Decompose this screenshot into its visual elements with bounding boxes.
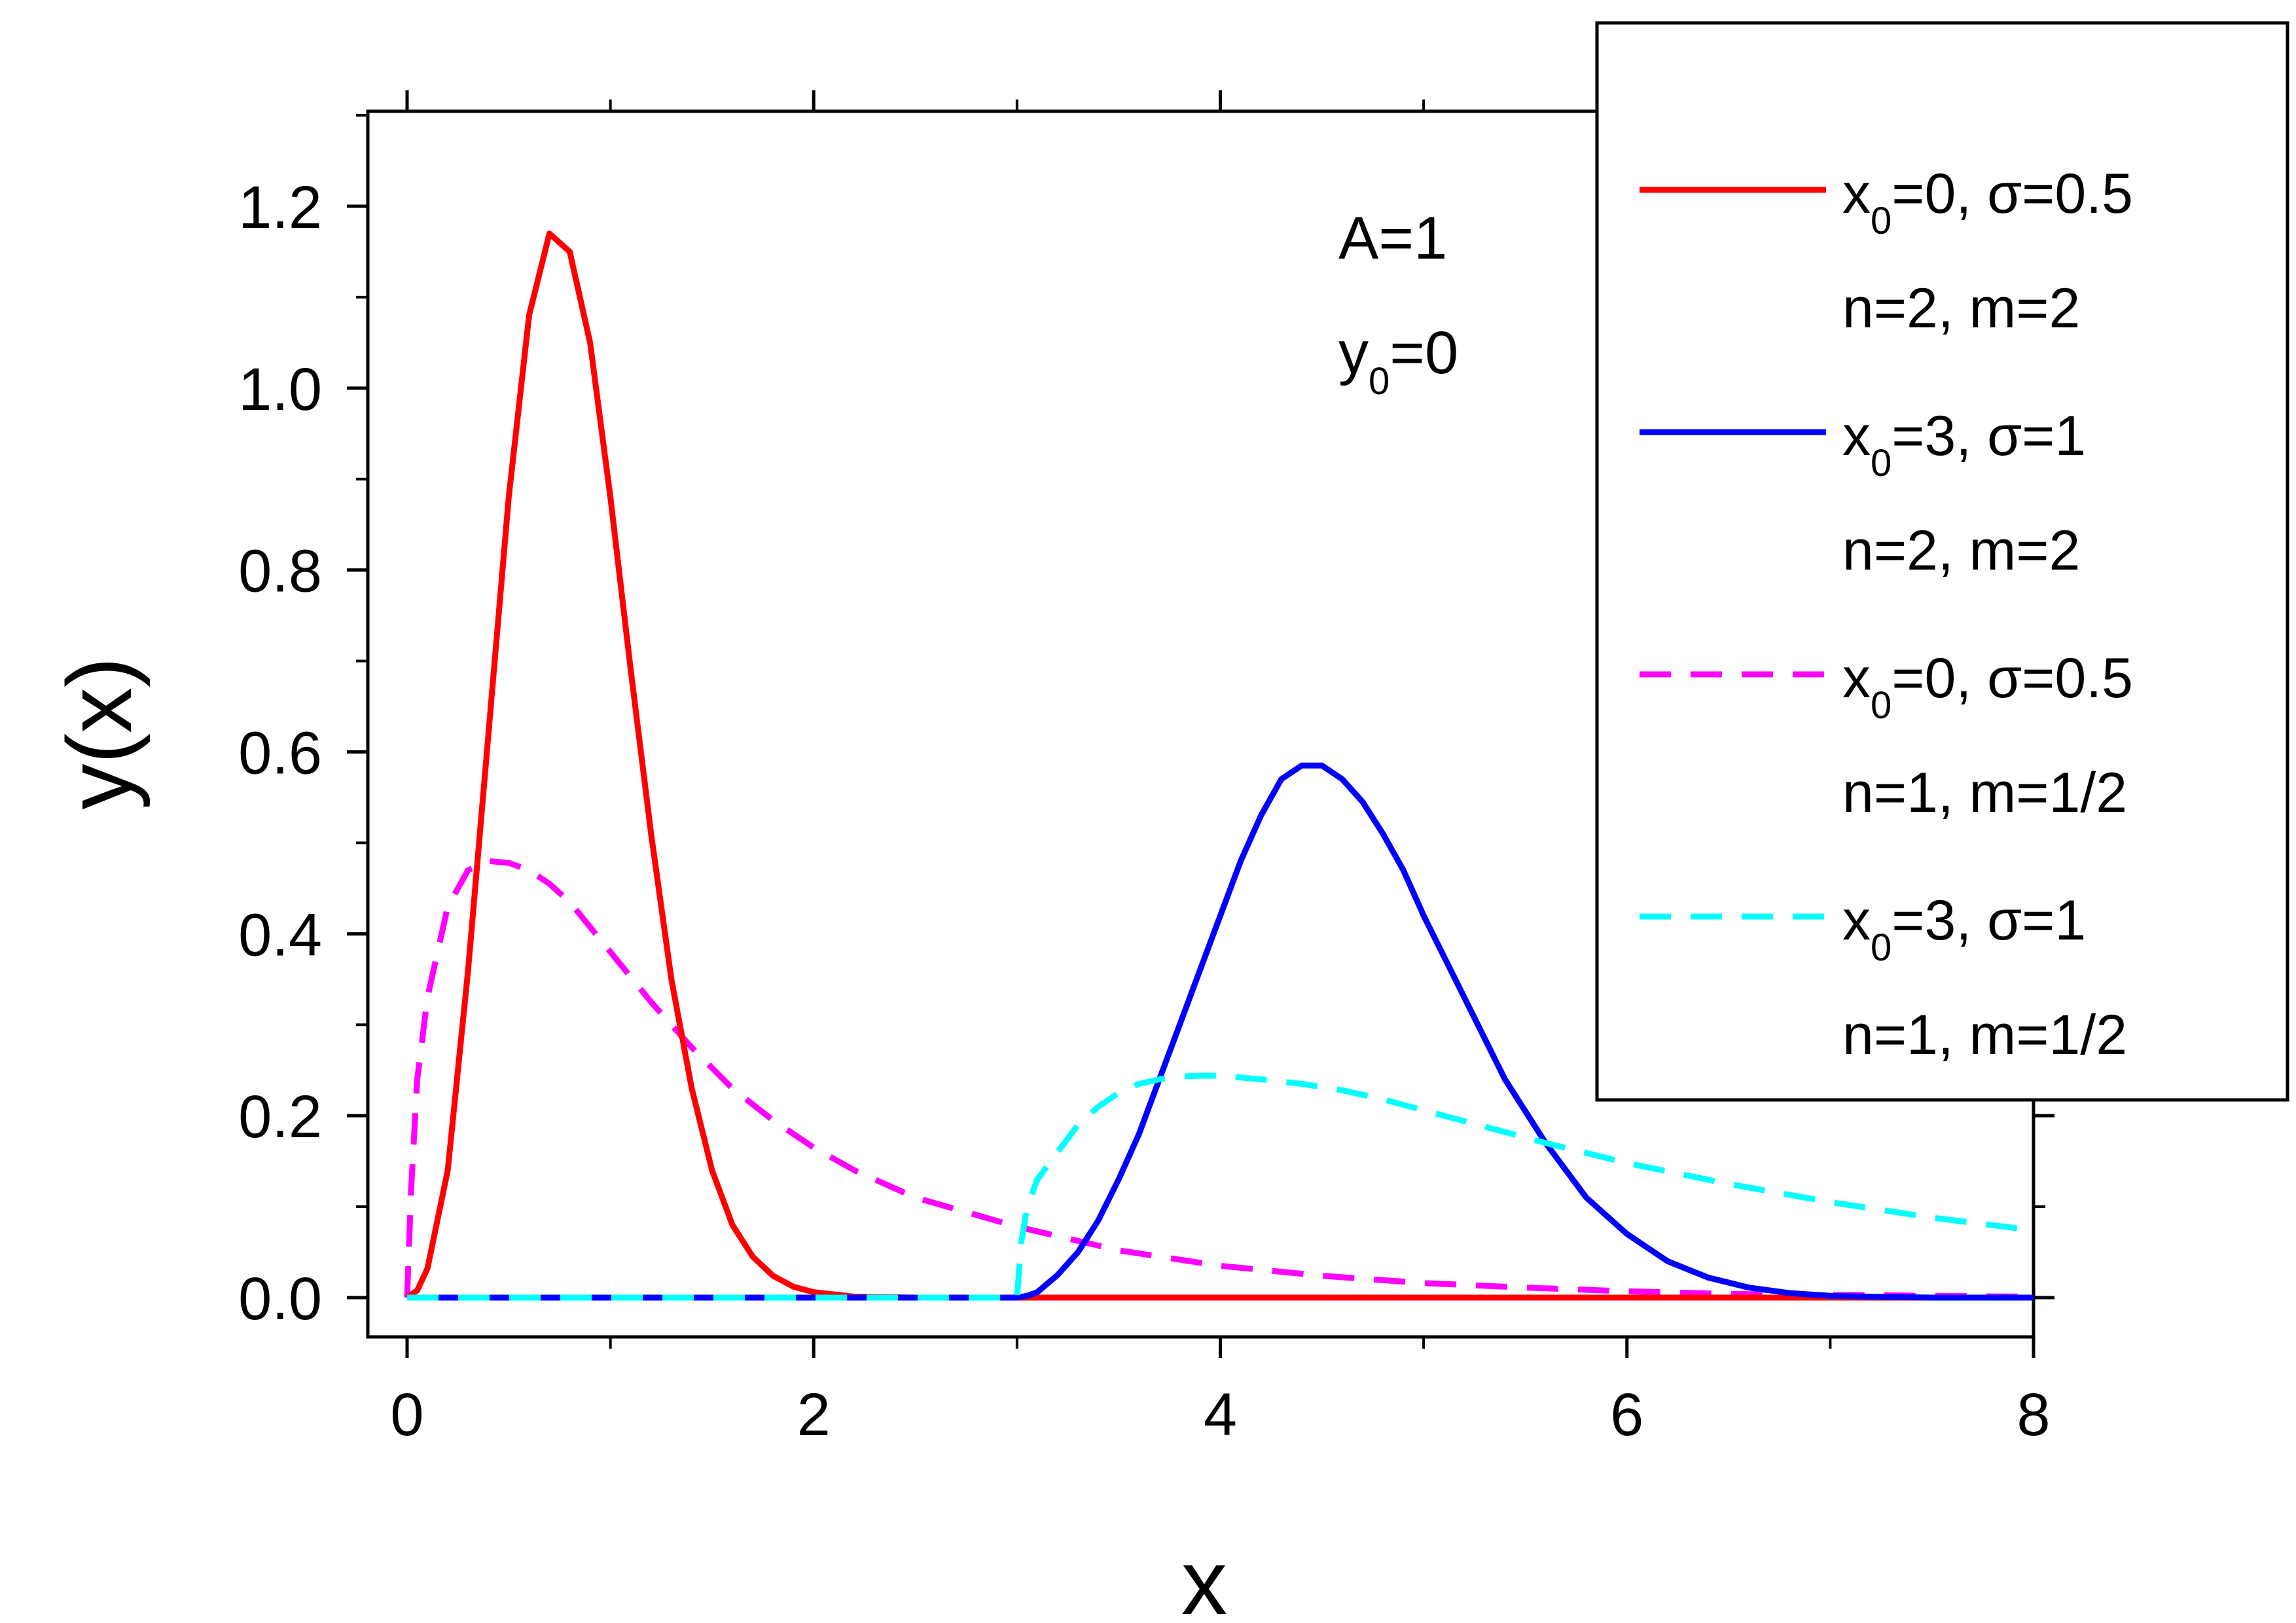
- legend-label-2-line2: n=2, m=2: [1842, 519, 2080, 582]
- x-tick-label: 6: [1610, 1381, 1643, 1448]
- legend-label-3-line2: n=1, m=1/2: [1842, 761, 2127, 824]
- y-tick-label: 0.8: [238, 538, 322, 605]
- y-tick-label: 1.0: [238, 356, 322, 423]
- legend-entries: x0=0, σ=0.5 n=2, m=2 x0=3, σ=1 n=2, m=2 x0=0…: [1640, 162, 2133, 1067]
- legend-label-1-line1: x0=0, σ=0.5: [1842, 162, 2133, 242]
- legend: x0=0, σ=0.5 n=2, m=2 x0=3, σ=1 n=2, m=2 x0=0…: [1595, 21, 2289, 1102]
- series-line-2: [407, 762, 2034, 1301]
- annotations: A=1 y0=0: [1338, 205, 1458, 403]
- y-tick-label: 0.4: [238, 902, 322, 968]
- y-tick-label: 0.0: [238, 1266, 322, 1332]
- y-tick-label: 0.6: [238, 720, 322, 787]
- series-line-1: [405, 230, 2034, 1301]
- y-tick-label: 1.2: [238, 174, 322, 241]
- x-tick-label: 8: [2017, 1381, 2050, 1448]
- series-line-3: [404, 858, 2034, 1300]
- x-axis-title: x: [1181, 1531, 1227, 1623]
- axis-ticks: 0 2 4 6 8 0.0 0.2 0.4 0.6 0.8 1.0 1.2: [238, 90, 2054, 1448]
- series-line-4: [407, 1072, 2034, 1301]
- legend-label-2-line1: x0=3, σ=1: [1842, 405, 2086, 484]
- y-tick-label: 0.2: [238, 1084, 322, 1150]
- legend-label-3-line1: x0=0, σ=0.5: [1842, 647, 2133, 727]
- x-tick-label: 4: [1204, 1381, 1237, 1448]
- plot-area: 0 2 4 6 8 0.0 0.2 0.4 0.6 0.8 1.0 1.2: [238, 90, 2054, 1448]
- annotation-2: y0=0: [1338, 319, 1458, 403]
- legend-label-1-line2: n=2, m=2: [1842, 277, 2080, 340]
- series-layer: [404, 230, 2034, 1301]
- y-axis-title: y(x): [48, 657, 151, 809]
- annotation-1: A=1: [1338, 205, 1447, 272]
- legend-box: [1595, 21, 2289, 1102]
- legend-label-4-line2: n=1, m=1/2: [1842, 1004, 2127, 1067]
- legend-label-4-line1: x0=3, σ=1: [1842, 889, 2086, 969]
- x-tick-label: 2: [797, 1381, 831, 1448]
- x-tick-label: 0: [390, 1381, 423, 1448]
